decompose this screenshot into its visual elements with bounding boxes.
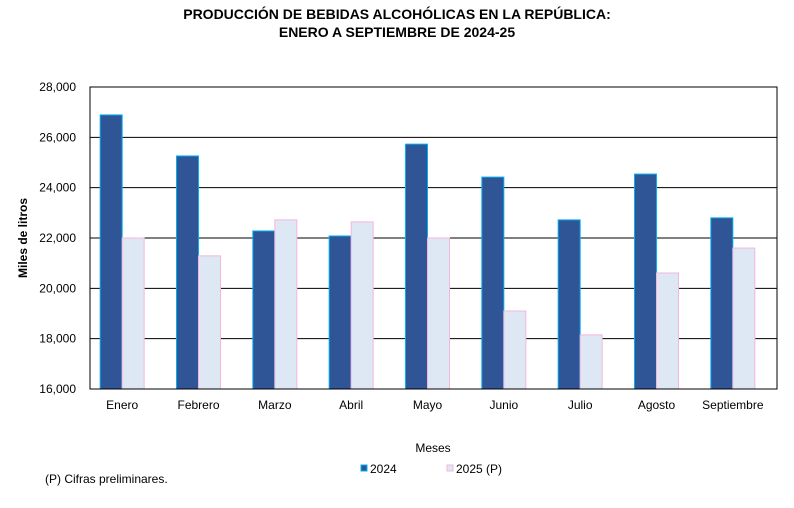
x-tick-label: Mayo	[413, 398, 443, 412]
bar-2024-junio	[481, 176, 505, 390]
chart-title-line1: PRODUCCIÓN DE BEBIDAS ALCOHÓLICAS EN LA …	[183, 5, 611, 22]
y-tick-label: 28,000	[39, 80, 76, 94]
x-tick-label: Abril	[339, 398, 363, 412]
bar-2024-mayo	[405, 143, 428, 390]
bar-2025P-abril	[350, 221, 374, 390]
chart-title-line2: ENERO A SEPTIEMBRE DE 2024-25	[279, 24, 515, 40]
y-tick-label: 18,000	[39, 332, 76, 346]
y-tick-label: 20,000	[39, 281, 76, 295]
x-axis-label: Meses	[415, 441, 450, 455]
bar-2024-julio	[557, 219, 581, 390]
legend-label: 2024	[370, 462, 397, 476]
bar-2025P-julio	[579, 334, 603, 390]
bar-2024-agosto	[634, 173, 657, 390]
bar-2024-febrero	[176, 155, 199, 390]
y-tick-label: 16,000	[39, 382, 76, 396]
legend-swatch	[446, 464, 454, 472]
bar-2025P-septiembre	[732, 247, 756, 390]
legend-label: 2025 (P)	[456, 462, 502, 476]
bar-2025P-enero	[121, 237, 145, 390]
x-tick-label: Julio	[568, 398, 593, 412]
y-tick-label: 22,000	[39, 231, 76, 245]
bar-2025P-junio	[503, 310, 527, 390]
bar-2024-marzo	[252, 230, 276, 390]
x-tick-label: Agosto	[638, 398, 676, 412]
x-tick-label: Enero	[106, 398, 138, 412]
bar-2024-septiembre	[710, 217, 734, 390]
y-tick-label: 24,000	[39, 181, 76, 195]
bar-2025P-marzo	[274, 219, 298, 390]
bar-2024-enero	[99, 114, 123, 390]
y-tick-label: 26,000	[39, 130, 76, 144]
plot-area	[89, 86, 778, 390]
bar-2025P-agosto	[656, 272, 679, 390]
y-axis-label: Miles de litros	[16, 198, 30, 278]
x-tick-label: Febrero	[177, 398, 219, 412]
x-tick-label: Marzo	[258, 398, 292, 412]
bar-2024-abril	[328, 235, 352, 390]
x-tick-label: Junio	[489, 398, 518, 412]
footnote: (P) Cifras preliminares.	[45, 472, 168, 486]
bar-2025P-febrero	[198, 255, 221, 390]
bar-2025P-mayo	[427, 237, 450, 390]
legend-swatch	[360, 464, 368, 472]
x-tick-label: Septiembre	[702, 398, 764, 412]
